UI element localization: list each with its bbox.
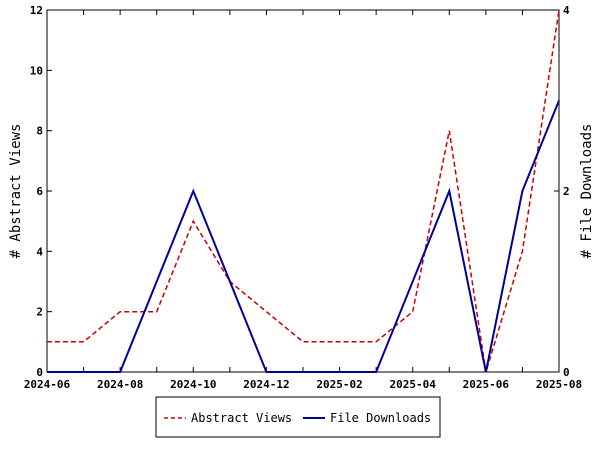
left-y-tick-label: 6	[36, 185, 43, 198]
legend-label-abstract-views: Abstract Views	[191, 411, 292, 425]
series-line-abstract-views	[47, 9, 560, 373]
right-y-tick-label: 2	[563, 185, 570, 198]
x-tick-label: 2025-04	[390, 378, 437, 391]
left-y-tick-label: 10	[30, 64, 43, 77]
left-y-tick-label: 0	[36, 366, 43, 379]
x-tick-label: 2025-06	[463, 378, 510, 391]
x-tick-label: 2025-08	[536, 378, 582, 391]
series-layer	[47, 9, 560, 373]
legend: Abstract Views File Downloads	[155, 396, 441, 438]
legend-label-file-downloads: File Downloads	[330, 411, 431, 425]
x-tick-label: 2024-08	[97, 378, 143, 391]
left-y-tick-label: 12	[30, 4, 43, 17]
x-tick-label: 2024-12	[243, 378, 289, 391]
left-y-axis: 0 2 4 6 8 10 12	[30, 4, 52, 379]
right-y-axis: 0 2 4	[554, 4, 570, 379]
right-y-tick-label: 4	[563, 4, 570, 17]
legend-box	[155, 396, 441, 438]
x-tick-label: 2024-10	[170, 378, 216, 391]
x-tick-label: 2024-06	[24, 378, 71, 391]
left-y-tick-label: 2	[36, 306, 43, 319]
right-y-axis-title: # File Downloads	[579, 124, 595, 259]
left-y-tick-label: 4	[36, 245, 43, 258]
x-axis: 2024-06 2024-08 2024-10 2024-12 2025-02 2025-…	[24, 10, 582, 391]
right-y-tick-label: 0	[563, 366, 570, 379]
x-tick-label: 2025-02	[316, 378, 362, 391]
left-y-tick-label: 8	[36, 125, 43, 138]
series-line-file-downloads	[47, 100, 560, 373]
plot-area	[46, 9, 560, 373]
left-y-axis-title: # Abstract Views	[8, 124, 24, 259]
